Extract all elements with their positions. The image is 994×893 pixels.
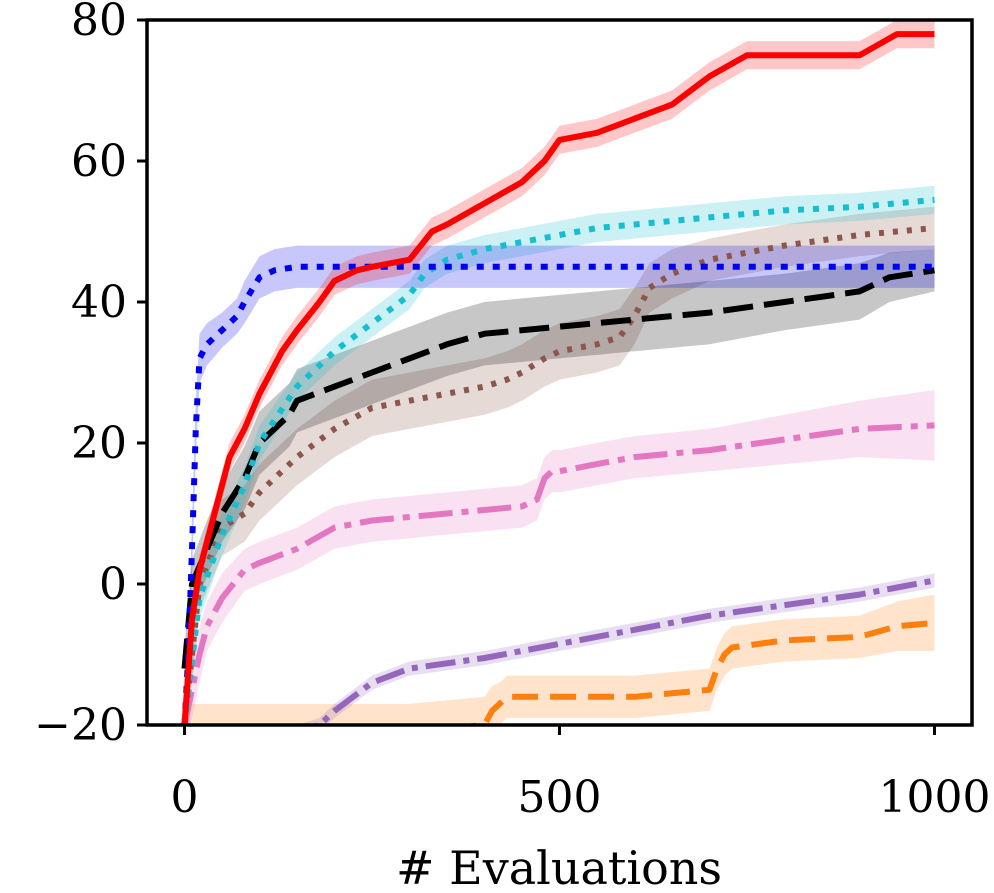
- band-pink-dashdot: [184, 390, 935, 725]
- x-axis-label: # Evaluations: [396, 841, 722, 893]
- band-black-dashed: [184, 249, 935, 690]
- series-black-dashed: [181, 267, 935, 669]
- band-cyan-dotted: [184, 185, 935, 725]
- series-cyan-dotted: [181, 196, 935, 725]
- x-tick-label: 1000: [879, 772, 991, 823]
- series-orange-dashed: [452, 619, 935, 725]
- series-blue-dotted: [181, 263, 935, 725]
- y-tick-label: 40: [71, 277, 127, 328]
- x-tick-label: 500: [518, 772, 602, 823]
- series-pink-dashdot: [181, 422, 935, 725]
- y-tick-label: −20: [34, 700, 127, 751]
- series-lines: [181, 31, 936, 725]
- y-tick-label: 80: [71, 0, 127, 46]
- x-tick-label: 0: [171, 772, 199, 823]
- band-orange-dashed: [184, 594, 935, 725]
- series-brown-dotted: [181, 225, 935, 725]
- y-tick-label: 0: [99, 559, 127, 610]
- y-tick-label: 20: [71, 418, 127, 469]
- y-axis: −20 0 20 40 60 80: [34, 0, 147, 751]
- band-blue-dotted: [184, 245, 935, 725]
- y-tick-label: 60: [71, 136, 127, 187]
- x-axis: 0 500 1000: [171, 725, 991, 823]
- series-red-solid: [181, 31, 935, 725]
- series-purple-dashdot: [309, 577, 936, 725]
